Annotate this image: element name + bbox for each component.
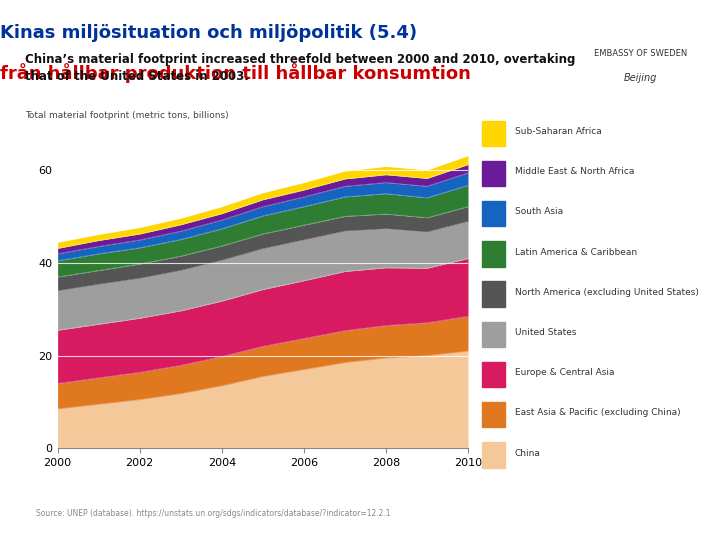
Text: EMBASSY OF SWEDEN: EMBASSY OF SWEDEN	[594, 49, 688, 58]
Text: Middle East & North Africa: Middle East & North Africa	[515, 167, 634, 176]
Bar	[482, 241, 505, 267]
Text: SDG 12.2: SDG 12.2	[421, 140, 486, 154]
Text: China’s material footprint increased threefold between 2000 and 2010, overtaking: China’s material footprint increased thr…	[24, 53, 575, 83]
Bar	[482, 281, 505, 307]
Text: South Asia: South Asia	[515, 207, 563, 217]
Bar	[482, 161, 505, 186]
Bar	[482, 442, 505, 468]
Text: från hållbar produktion till hållbar konsumtion: från hållbar produktion till hållbar kon…	[0, 63, 471, 83]
Text: Latin America & Caribbean: Latin America & Caribbean	[515, 247, 636, 256]
Bar	[482, 120, 505, 146]
Bar	[482, 201, 505, 226]
Bar	[482, 322, 505, 347]
Text: Total material footprint (metric tons, billions): Total material footprint (metric tons, b…	[24, 111, 228, 120]
Bar	[482, 402, 505, 427]
Text: Source: UNEP (database). https://unstats.un.org/sdgs/indicators/database/?indica: Source: UNEP (database). https://unstats…	[36, 509, 390, 518]
Text: Beijing: Beijing	[624, 73, 657, 83]
Text: Kinas miljösituation och miljöpolitik (5.4): Kinas miljösituation och miljöpolitik (5…	[0, 24, 417, 42]
Text: North America (excluding United States): North America (excluding United States)	[515, 288, 698, 297]
Text: Europe & Central Asia: Europe & Central Asia	[515, 368, 614, 377]
Text: Sub-Saharan Africa: Sub-Saharan Africa	[515, 127, 601, 136]
Text: China: China	[515, 449, 541, 457]
Text: United States: United States	[515, 328, 576, 337]
Bar	[482, 362, 505, 387]
Text: East Asia & Pacific (excluding China): East Asia & Pacific (excluding China)	[515, 408, 680, 417]
